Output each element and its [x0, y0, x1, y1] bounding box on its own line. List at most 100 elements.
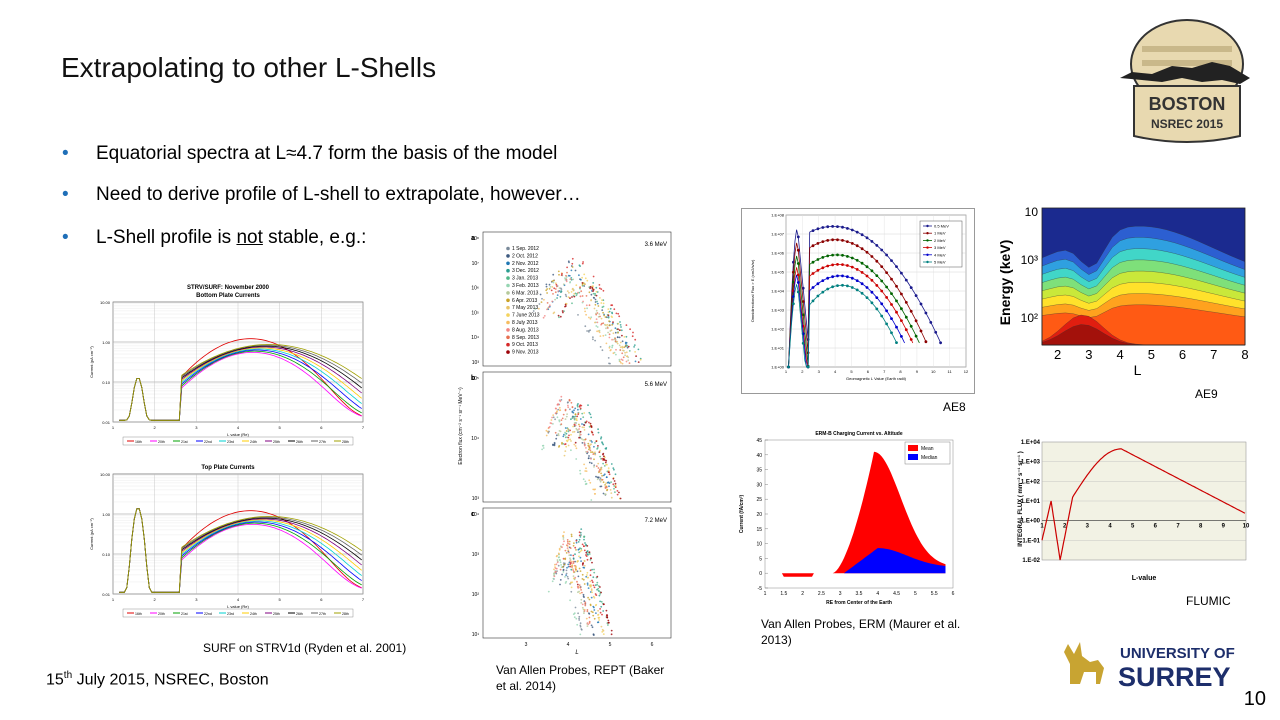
legend-label: 3 Feb. 2013 [512, 283, 539, 289]
x-tick-label: 3 [195, 425, 198, 430]
panel-letter: b [471, 375, 475, 382]
scatter-point [604, 334, 607, 336]
data-marker [855, 230, 859, 234]
scatter-point [550, 289, 553, 292]
scatter-point [556, 554, 558, 557]
data-marker [816, 282, 820, 286]
scatter-point [635, 355, 637, 357]
scatter-point [588, 461, 591, 464]
data-marker [796, 290, 800, 294]
scatter-point [571, 410, 574, 413]
scatter-point [556, 294, 559, 296]
x-axis-label: RE from Center of the Earth [826, 600, 892, 606]
x-axis-label: L [575, 650, 578, 656]
data-marker [939, 341, 942, 345]
scatter-point [574, 415, 577, 418]
plot-frame [1041, 207, 1246, 346]
legend-swatch [506, 283, 510, 288]
x-tick-label: 6 [867, 369, 870, 374]
scatter-point [617, 322, 620, 325]
scatter-point [591, 286, 594, 289]
scatter-point [569, 281, 572, 283]
data-marker [831, 285, 834, 289]
scatter-point [584, 480, 587, 483]
y-tick-label: 10³ [1021, 253, 1038, 267]
plot-frame [482, 231, 672, 367]
ae8-series-line [788, 254, 920, 368]
scatter-point [563, 540, 565, 543]
scatter-point [615, 312, 618, 315]
data-marker [870, 301, 874, 305]
scatter-point [570, 291, 573, 293]
scatter-point [584, 310, 586, 313]
scatter-point [567, 436, 570, 439]
x-tick-label: 4 [1108, 524, 1112, 530]
scatter-point [565, 574, 567, 576]
scatter-point [595, 290, 598, 293]
scatter-point [548, 283, 551, 286]
scatter-point [606, 323, 609, 326]
data-marker [885, 296, 888, 299]
scatter-point [588, 316, 590, 319]
scatter-point [552, 444, 554, 447]
scatter-point [598, 287, 601, 290]
scatter-point [573, 415, 575, 418]
y-tick-label: 1.E+02 [771, 327, 785, 332]
surf-bottom-plot: 10.00 1.00 0.10 0.011 2 3 4 5 6 7 L value (Re) Curr… [89, 300, 365, 446]
scatter-point [575, 284, 578, 287]
data-marker [796, 262, 800, 265]
scatter-point [557, 552, 560, 555]
scatter-point [626, 344, 629, 347]
scatter-point [573, 430, 576, 433]
data-marker [880, 265, 884, 268]
scatter-point [563, 454, 566, 457]
scatter-point [603, 314, 605, 317]
scatter-point [572, 544, 575, 547]
scatter-point [574, 553, 576, 556]
scatter-point [593, 596, 596, 599]
legend-marker [926, 246, 929, 249]
data-marker [880, 279, 884, 283]
scatter-point [634, 338, 637, 341]
scatter-point [604, 461, 607, 464]
scatter-point [619, 321, 621, 323]
legend-label: 5 MeV [934, 260, 946, 265]
scatter-point [598, 594, 601, 597]
data-marker [875, 274, 879, 277]
data-marker [855, 244, 859, 248]
scatter-point [565, 430, 568, 432]
data-marker [895, 299, 898, 303]
scatter-point [590, 458, 592, 460]
x-tick-label: 5 [914, 591, 917, 597]
scatter-point [605, 463, 608, 466]
scatter-point [608, 362, 610, 365]
scatter-point [595, 309, 598, 312]
scatter-point [546, 308, 548, 311]
legend-label: 26th [296, 612, 303, 616]
bullet-dot: • [62, 184, 69, 205]
scatter-point [566, 271, 568, 274]
scatter-point [591, 431, 594, 434]
data-marker [811, 229, 815, 232]
scatter-point [612, 483, 615, 486]
scatter-point [539, 293, 542, 296]
scatter-point [590, 293, 593, 296]
scatter-point [596, 326, 599, 328]
data-marker [836, 284, 839, 287]
surf-series-line [119, 508, 362, 593]
x-tick-label: 2.5 [818, 591, 825, 597]
scatter-point [562, 538, 565, 540]
data-marker [875, 284, 879, 287]
data-marker [860, 247, 864, 251]
scatter-point [621, 334, 623, 337]
bullet-emphasis: not [236, 227, 263, 248]
scatter-point [592, 275, 595, 278]
scatter-point [549, 286, 552, 288]
scatter-point [606, 616, 609, 619]
scatter-point [592, 336, 594, 339]
rept-figure: 10⁸ 10⁷ 10⁶ 10⁵ 10⁴ 10³ a 3.6 MeV 10⁵ 10⁴ 10³ b 5.6 … [453, 226, 683, 658]
data-marker [865, 250, 869, 254]
scatter-point [597, 587, 600, 590]
scatter-point [593, 458, 595, 461]
data-marker [880, 302, 884, 306]
